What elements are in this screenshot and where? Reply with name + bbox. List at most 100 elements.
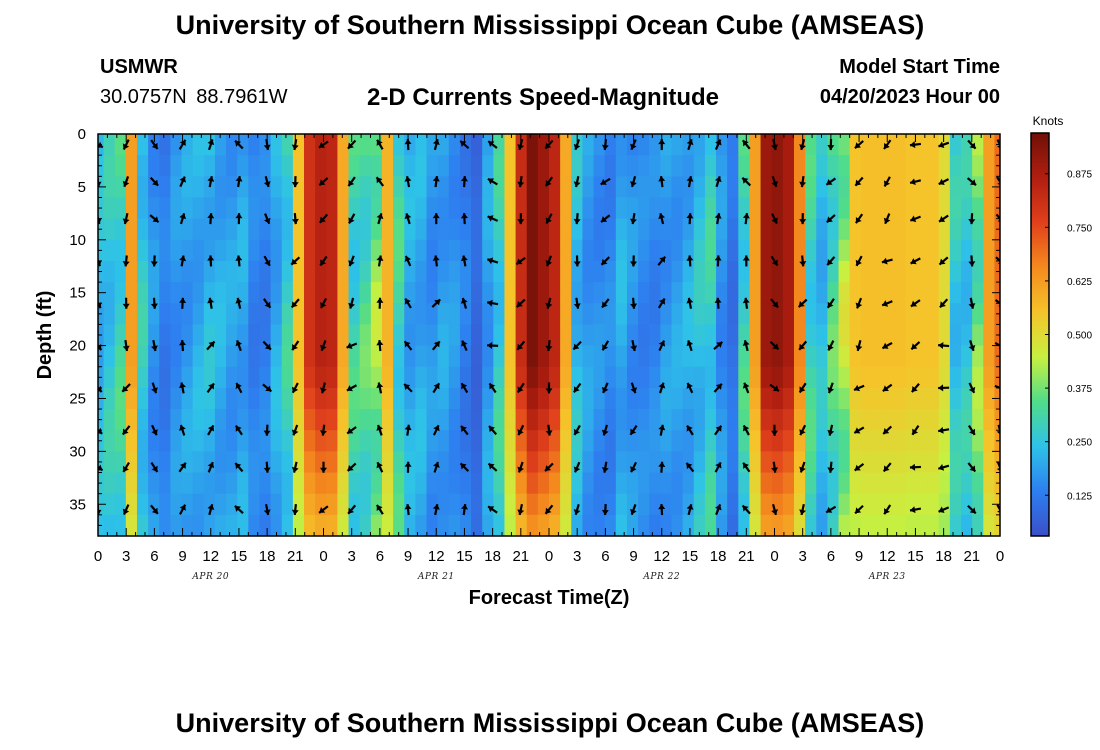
heatmap-cell [593, 260, 606, 283]
heatmap-cell [983, 239, 996, 262]
heatmap-cell [894, 472, 906, 495]
heatmap-cell [304, 155, 316, 177]
heatmap-cell [626, 155, 639, 177]
heatmap-cell [938, 514, 951, 536]
heatmap-cell [203, 197, 216, 220]
heatmap-cell [716, 514, 728, 536]
current-vector [179, 213, 187, 225]
heatmap-cell [593, 282, 606, 304]
current-vector [881, 341, 893, 350]
current-vector [630, 461, 638, 473]
heatmap-cell [894, 366, 906, 389]
heatmap-cell [782, 218, 795, 241]
heatmap-cell [393, 366, 405, 389]
current-vector [573, 139, 581, 151]
colorbar-tick-label: 0.125 [1067, 491, 1092, 502]
heatmap-cell [148, 282, 160, 304]
heatmap-cell [237, 472, 249, 495]
heatmap-cell [315, 260, 327, 283]
heatmap-cell [482, 303, 494, 326]
heatmap-cell [537, 176, 550, 199]
heatmap-cell [626, 430, 639, 452]
current-vector [98, 464, 104, 472]
heatmap-cell [437, 387, 450, 410]
heatmap-cell [337, 387, 350, 410]
heatmap-cell [304, 387, 316, 410]
heatmap-cell [493, 155, 506, 177]
heatmap-cell [203, 366, 216, 389]
heatmap-cell [626, 197, 639, 220]
heatmap-cell [983, 493, 996, 516]
heatmap-cell [337, 409, 350, 431]
heatmap-cell [793, 155, 806, 177]
heatmap-cell [660, 239, 673, 262]
current-vector [179, 382, 186, 394]
heatmap-cell [905, 451, 918, 474]
heatmap-cell [549, 451, 561, 474]
heatmap-cell [181, 303, 194, 326]
heatmap-cell [393, 472, 405, 495]
heatmap-cell [704, 176, 717, 199]
heatmap-cell [549, 514, 561, 536]
heatmap-cell [504, 514, 517, 536]
current-vector [432, 382, 441, 394]
current-vector [968, 382, 976, 394]
current-vector [150, 139, 159, 150]
heatmap-cell [159, 409, 171, 431]
heatmap-cell [983, 282, 996, 304]
heatmap-cell [816, 430, 828, 452]
heatmap-cell [749, 282, 762, 304]
heatmap-cell [393, 197, 405, 220]
current-vector [770, 255, 779, 267]
heatmap-cell [348, 155, 361, 177]
heatmap-cell [326, 239, 339, 262]
heatmap-cell [448, 197, 461, 220]
heatmap-cell [782, 366, 795, 389]
heatmap-cell [905, 430, 918, 452]
heatmap-cell [983, 409, 996, 431]
heatmap-cell [515, 324, 528, 347]
heatmap-cell [961, 197, 973, 220]
heatmap-cell [716, 430, 728, 452]
heatmap-cell [270, 493, 283, 516]
heatmap-cell [838, 303, 851, 326]
heatmap-cell [248, 409, 261, 431]
heatmap-cell [504, 387, 517, 410]
heatmap-cell [237, 134, 249, 156]
heatmap-cell [125, 514, 138, 536]
heatmap-cell [281, 387, 294, 410]
heatmap-cell [938, 430, 951, 452]
heatmap-cell [738, 197, 751, 220]
heatmap-cell [604, 239, 617, 262]
current-vector [122, 339, 130, 352]
heatmap-cell [604, 366, 617, 389]
heatmap-cell [749, 303, 762, 326]
heatmap-cell [560, 514, 572, 536]
heatmap-cell [827, 451, 840, 474]
heatmap-cell [493, 451, 506, 474]
heatmap-cell [716, 409, 728, 431]
heatmap-cell [782, 155, 795, 177]
heatmap-cell [716, 366, 728, 389]
heatmap-cell [649, 176, 661, 199]
heatmap-cell [393, 451, 405, 474]
heatmap-cell [292, 430, 305, 452]
heatmap-cell [571, 493, 584, 516]
heatmap-cell [727, 387, 739, 410]
heatmap-cell [125, 451, 138, 474]
heatmap-cell [526, 366, 539, 389]
current-vector [630, 255, 638, 267]
current-vector [431, 340, 441, 351]
heatmap-cell [437, 134, 450, 156]
heatmap-cell [504, 218, 517, 241]
heatmap-cell [961, 366, 973, 389]
heatmap-cell [482, 260, 494, 283]
heatmap-cell [437, 239, 450, 262]
heatmap-cell [604, 134, 617, 156]
heatmap-cell [504, 409, 517, 431]
heatmap-cell [426, 239, 439, 262]
heatmap-cell [437, 493, 450, 516]
heatmap-cell [326, 260, 339, 283]
current-vector [206, 382, 215, 393]
heatmap-cell [749, 218, 762, 241]
